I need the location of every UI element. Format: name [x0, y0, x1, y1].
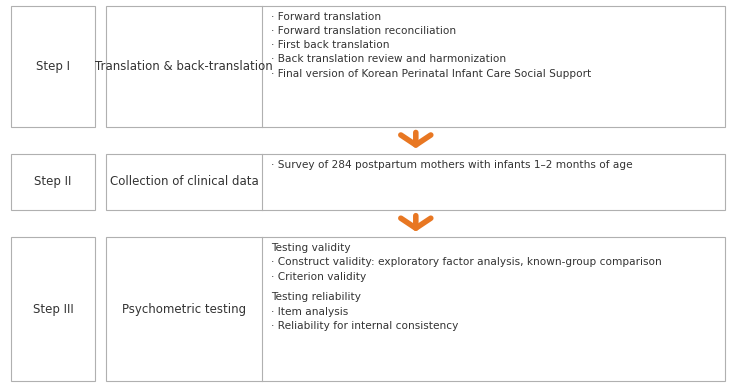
Text: · Back translation review and harmonization: · Back translation review and harmonizat… — [271, 54, 506, 64]
Text: Collection of clinical data: Collection of clinical data — [110, 175, 258, 188]
Text: Testing reliability: Testing reliability — [271, 292, 361, 302]
Text: Testing validity: Testing validity — [271, 243, 350, 253]
Text: Translation & back-translation: Translation & back-translation — [95, 60, 273, 73]
Text: · Criterion validity: · Criterion validity — [271, 272, 366, 282]
Bar — [11, 154, 95, 210]
Text: · Item analysis: · Item analysis — [271, 307, 348, 317]
Text: Step I: Step I — [36, 60, 70, 73]
Bar — [106, 237, 725, 381]
Text: · Forward translation reconciliation: · Forward translation reconciliation — [271, 26, 456, 36]
Text: · Forward translation: · Forward translation — [271, 12, 381, 22]
Bar — [106, 154, 725, 210]
Text: · First back translation: · First back translation — [271, 40, 389, 50]
Text: · Construct validity: exploratory factor analysis, known-group comparison: · Construct validity: exploratory factor… — [271, 257, 662, 267]
Text: · Survey of 284 postpartum mothers with infants 1–2 months of age: · Survey of 284 postpartum mothers with … — [271, 160, 632, 170]
Text: Step III: Step III — [33, 303, 74, 316]
Bar — [106, 6, 725, 127]
Bar — [11, 6, 95, 127]
Text: Step II: Step II — [35, 175, 72, 188]
Text: · Final version of Korean Perinatal Infant Care Social Support: · Final version of Korean Perinatal Infa… — [271, 68, 591, 79]
Text: · Reliability for internal consistency: · Reliability for internal consistency — [271, 321, 459, 331]
Text: Psychometric testing: Psychometric testing — [122, 303, 247, 316]
Bar — [11, 237, 95, 381]
